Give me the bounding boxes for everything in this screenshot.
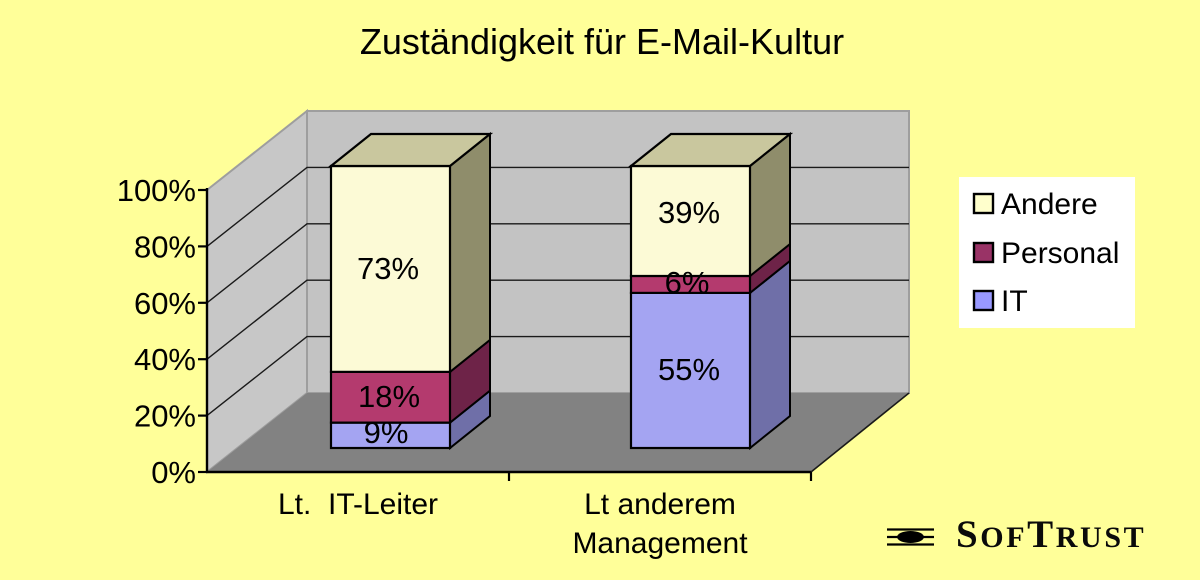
svg-text:20%: 20% [134,399,196,434]
svg-text:Personal: Personal [1001,237,1119,270]
svg-text:Management: Management [572,527,748,560]
svg-text:39%: 39% [658,195,720,230]
svg-text:6%: 6% [665,265,710,300]
svg-text:18%: 18% [358,379,420,414]
svg-text:9%: 9% [364,415,409,450]
svg-text:60%: 60% [134,286,196,321]
svg-text:40%: 40% [134,342,196,377]
svg-text:80%: 80% [134,229,196,264]
svg-text:Zuständigkeit für E-Mail-Kultu: Zuständigkeit für E-Mail-Kultur [360,21,844,62]
svg-text:Lt. IT-Leiter: Lt. IT-Leiter [278,488,438,521]
svg-text:0%: 0% [151,455,196,490]
svg-text:55%: 55% [658,352,720,387]
svg-text:100%: 100% [117,173,196,208]
svg-text:Lt anderem: Lt anderem [584,488,736,521]
svg-text:Andere: Andere [1001,188,1098,221]
svg-text:SOFTRUST: SOFTRUST [956,513,1146,556]
svg-text:73%: 73% [357,251,419,286]
svg-text:IT: IT [1001,285,1028,318]
